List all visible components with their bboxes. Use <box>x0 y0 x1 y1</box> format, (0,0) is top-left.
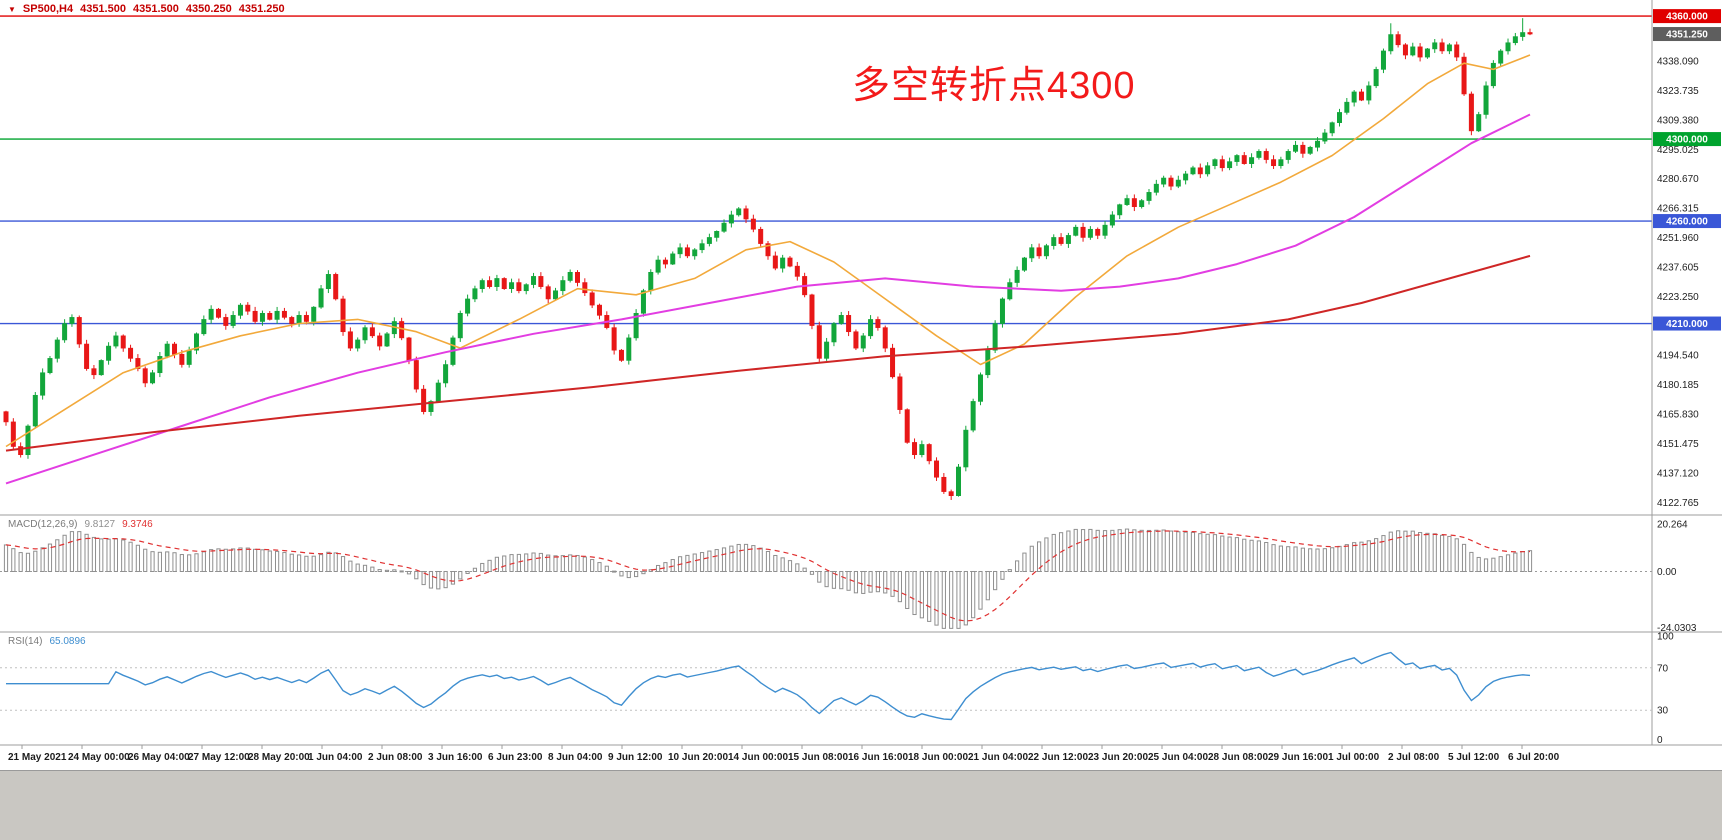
price-tick-label: 4151.475 <box>1657 439 1699 450</box>
price-tick-label: 4323.735 <box>1657 86 1699 97</box>
time-tick-label: 22 Jun 12:00 <box>1028 752 1088 763</box>
time-tick-label: 5 Jul 12:00 <box>1448 752 1500 763</box>
price-tick-label: 4122.765 <box>1657 498 1699 509</box>
time-tick-label: 16 Jun 16:00 <box>848 752 908 763</box>
rsi-scale-label: 30 <box>1657 706 1669 717</box>
candles-layer <box>3 18 1533 500</box>
time-tick-label: 29 Jun 16:00 <box>1268 752 1328 763</box>
price-badge-label: 4351.250 <box>1666 30 1708 41</box>
time-tick-label: 27 May 12:00 <box>188 752 250 763</box>
time-tick-label: 6 Jul 20:00 <box>1508 752 1560 763</box>
price-badge <box>1653 27 1721 42</box>
chart-canvas[interactable]: 4338.090 4323.735 4309.380 4295.025 4280.670… <box>0 0 1722 770</box>
time-tick-label: 9 Jun 12:00 <box>608 752 663 763</box>
time-tick-label: 15 Jun 08:00 <box>788 752 848 763</box>
price-tick-label: 4165.830 <box>1657 410 1699 421</box>
price-badge <box>1653 214 1721 229</box>
rsi-scale-label: 0 <box>1657 735 1663 746</box>
time-tick-label: 14 Jun 00:00 <box>728 752 788 763</box>
price-tick-label: 4309.380 <box>1657 115 1699 126</box>
price-badge <box>1653 132 1721 147</box>
price-tick-label: 4194.540 <box>1657 351 1699 362</box>
horizontal-lines <box>0 15 1652 325</box>
time-tick-label: 23 Jun 20:00 <box>1088 752 1148 763</box>
price-tick-label: 4251.960 <box>1657 233 1699 244</box>
price-badge-label: 4260.000 <box>1666 217 1708 228</box>
macd-histogram <box>3 528 1533 629</box>
ma-mid-line <box>5 113 1531 485</box>
price-tick-label: 4338.090 <box>1657 57 1699 68</box>
macd-scale-label: 20.264 <box>1657 520 1688 531</box>
macd-scale-label: 0.00 <box>1657 567 1677 578</box>
time-tick-label: 28 Jun 08:00 <box>1208 752 1268 763</box>
time-tick-label: 1 Jul 00:00 <box>1328 752 1380 763</box>
price-tick-label: 4180.185 <box>1657 380 1699 391</box>
price-scale[interactable]: 4338.090 4323.735 4309.380 4295.025 4280.670… <box>1653 9 1721 746</box>
time-tick-label: 8 Jun 04:00 <box>548 752 603 763</box>
price-tick-label: 4280.670 <box>1657 174 1699 185</box>
time-tick-label: 18 Jun 00:00 <box>908 752 968 763</box>
time-tick-label: 21 May 2021 <box>8 752 67 763</box>
time-tick-label: 24 May 00:00 <box>68 752 130 763</box>
ma-slow-line <box>5 254 1531 452</box>
price-tick-label: 4237.605 <box>1657 262 1699 273</box>
price-badge-label: 4300.000 <box>1666 135 1708 146</box>
time-tick-label: 6 Jun 23:00 <box>488 752 543 763</box>
time-tick-label: 10 Jun 20:00 <box>668 752 728 763</box>
time-tick-label: 26 May 04:00 <box>128 752 190 763</box>
chart-svg: 4338.090 4323.735 4309.380 4295.025 4280.670… <box>0 0 1722 763</box>
time-tick-label: 1 Jun 04:00 <box>308 752 363 763</box>
price-tick-label: 4137.120 <box>1657 468 1699 479</box>
time-tick-label: 21 Jun 04:00 <box>968 752 1028 763</box>
time-tick-label: 25 Jun 04:00 <box>1148 752 1208 763</box>
price-tick-label: 4295.025 <box>1657 145 1699 156</box>
rsi-scale-label: 70 <box>1657 663 1669 674</box>
rsi-scale-label: 100 <box>1657 632 1674 643</box>
rsi-line <box>6 651 1531 721</box>
price-badge-label: 4360.000 <box>1666 12 1708 23</box>
price-badge <box>1653 316 1721 331</box>
bottom-bar <box>0 770 1722 840</box>
time-tick-label: 3 Jun 16:00 <box>428 752 483 763</box>
price-badge-label: 4210.000 <box>1666 319 1708 330</box>
time-tick-label: 2 Jul 08:00 <box>1388 752 1440 763</box>
time-tick-label: 28 May 20:00 <box>248 752 310 763</box>
macd-scale-label: -24.0303 <box>1657 623 1697 634</box>
ma-fast-line <box>5 54 1531 448</box>
price-tick-label: 4266.315 <box>1657 204 1699 215</box>
price-badge <box>1653 9 1721 24</box>
macd-signal-line <box>5 530 1531 622</box>
time-tick-label: 2 Jun 08:00 <box>368 752 423 763</box>
price-tick-label: 4223.250 <box>1657 292 1699 303</box>
